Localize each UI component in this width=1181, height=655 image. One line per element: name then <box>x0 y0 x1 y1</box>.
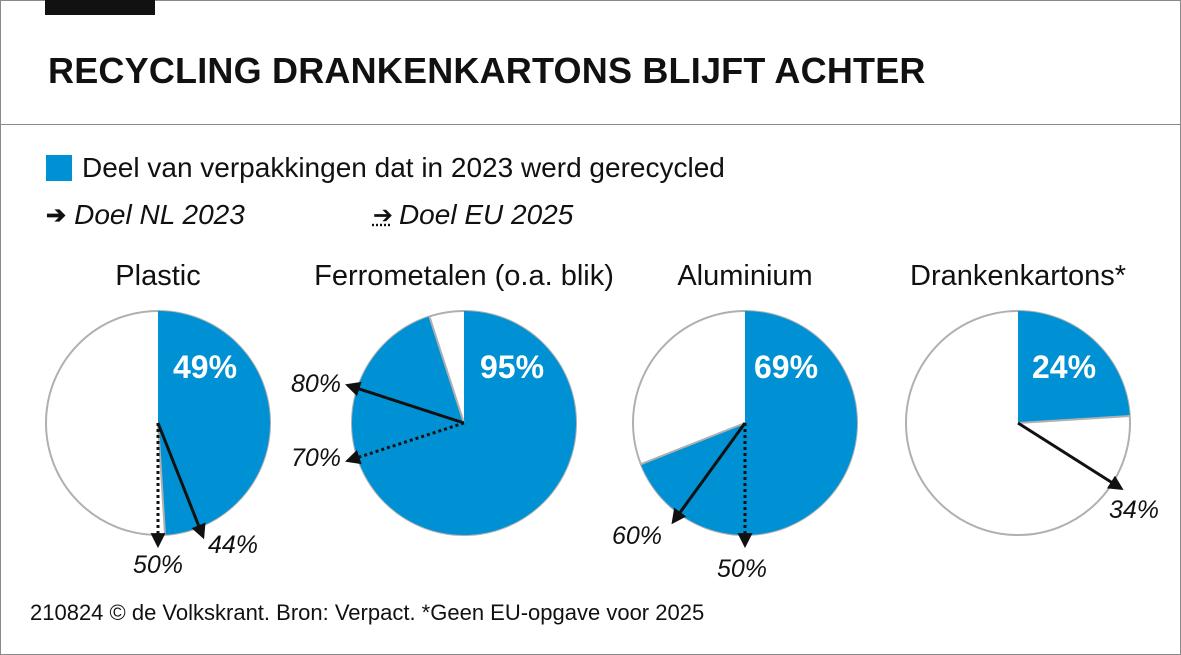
target-nl-label-ferrometalen-o-a-blik: 80% <box>291 370 341 398</box>
legend-targets: ➔ Doel NL 2023 ➔ Doel EU 2025 <box>46 199 701 231</box>
target-nl-label-plastic: 44% <box>208 531 258 559</box>
legend-recycled: Deel van verpakkingen dat in 2023 werd g… <box>46 152 725 184</box>
dotted-arrow-icon: ➔ <box>372 201 393 229</box>
pie-title-drankenkartons: Drankenkartons* <box>910 260 1126 292</box>
target-nl-arrow-drankenkartons <box>1017 421 1124 491</box>
source-note: 210824 © de Volkskrant. Bron: Verpact. *… <box>30 600 705 625</box>
pie-slice-edge-ferrometalen-o-a-blik <box>428 316 465 424</box>
pie-value-label-ferrometalen-o-a-blik: 95% <box>480 349 544 385</box>
target-nl-arrow-plastic <box>156 422 206 540</box>
target-nl-arrow-aluminium <box>671 422 747 525</box>
legend-recycled-swatch <box>46 155 72 181</box>
target-nl-label-drankenkartons: 34% <box>1109 496 1159 524</box>
target-nl-arrow-ferrometalen-o-a-blik <box>345 381 465 425</box>
legend-recycled-label: Deel van verpakkingen dat in 2023 werd g… <box>82 152 725 183</box>
target-eu-arrow-ferrometalen-o-a-blik <box>345 421 465 465</box>
target-nl-label-aluminium: 60% <box>612 522 662 550</box>
pie-value-label-drankenkartons: 24% <box>1032 349 1096 385</box>
pie-slice-edge-drankenkartons <box>1017 414 1130 424</box>
pie-slice-recycled-drankenkartons <box>1018 311 1130 423</box>
pie-slice-recycled-plastic <box>158 311 271 535</box>
top-accent-bar <box>45 0 155 15</box>
target-eu-label-plastic: 50% <box>133 551 183 579</box>
solid-arrow-icon: ➔ <box>46 201 67 229</box>
legend-target-nl: ➔ Doel NL 2023 <box>46 199 245 231</box>
target-eu-label-ferrometalen-o-a-blik: 70% <box>291 444 341 472</box>
title-divider <box>0 124 1181 125</box>
pie-title-ferrometalen-o-a-blik: Ferrometalen (o.a. blik) <box>314 260 614 292</box>
pie-title-plastic: Plastic <box>115 260 200 292</box>
legend-target-eu-label: Doel EU 2025 <box>398 199 574 230</box>
pie-value-label-plastic: 49% <box>173 349 237 385</box>
target-eu-label-aluminium: 50% <box>717 555 767 583</box>
pie-slice-edge-aluminium <box>640 422 746 466</box>
chart-title: RECYCLING DRANKENKARTONS BLIJFT ACHTER <box>48 50 926 91</box>
legend-target-eu: ➔ Doel EU 2025 <box>373 199 573 231</box>
pie-slice-recycled-aluminium <box>640 311 858 535</box>
pie-title-aluminium: Aluminium <box>677 260 812 292</box>
pie-value-label-aluminium: 69% <box>754 349 818 385</box>
legend-target-nl-label: Doel NL 2023 <box>74 199 245 230</box>
